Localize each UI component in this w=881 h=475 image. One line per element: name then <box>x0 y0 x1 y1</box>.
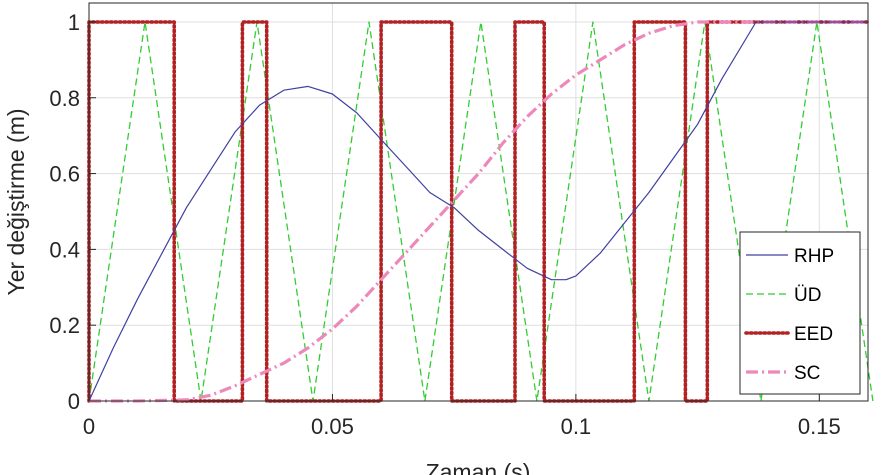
x-tick-label: 0 <box>83 414 95 439</box>
y-tick-label: 1 <box>68 10 80 35</box>
x-tick-label: 0.15 <box>798 414 841 439</box>
plot-area <box>89 3 868 401</box>
x-tick-label: 0.1 <box>561 414 592 439</box>
x-tick-label: 0.05 <box>311 414 354 439</box>
y-tick-label: 0.4 <box>49 237 80 262</box>
y-tick-label: 0.6 <box>49 162 80 187</box>
y-tick-label: 0.2 <box>49 313 80 338</box>
legend-box <box>739 231 861 395</box>
axis-ticks: 0 0.05 0.1 0.15 0 0.2 0.4 0.6 0.8 1 <box>49 10 840 439</box>
legend-label: EED <box>794 324 833 345</box>
y-tick-label: 0.8 <box>49 86 80 111</box>
y-tick-label: 0 <box>68 389 80 414</box>
legend-label: RHP <box>794 246 834 267</box>
legend-label: SC <box>794 363 820 384</box>
x-axis-label: Zaman (s) <box>426 459 531 475</box>
legend: RHP ÜD EED SC <box>739 231 861 395</box>
series-line-rhp <box>88 21 868 402</box>
legend-label: ÜD <box>794 285 821 306</box>
plot-frame <box>88 2 869 402</box>
series-line-sc <box>89 20 868 403</box>
y-axis-label: Yer değiştirme (m) <box>3 108 29 295</box>
